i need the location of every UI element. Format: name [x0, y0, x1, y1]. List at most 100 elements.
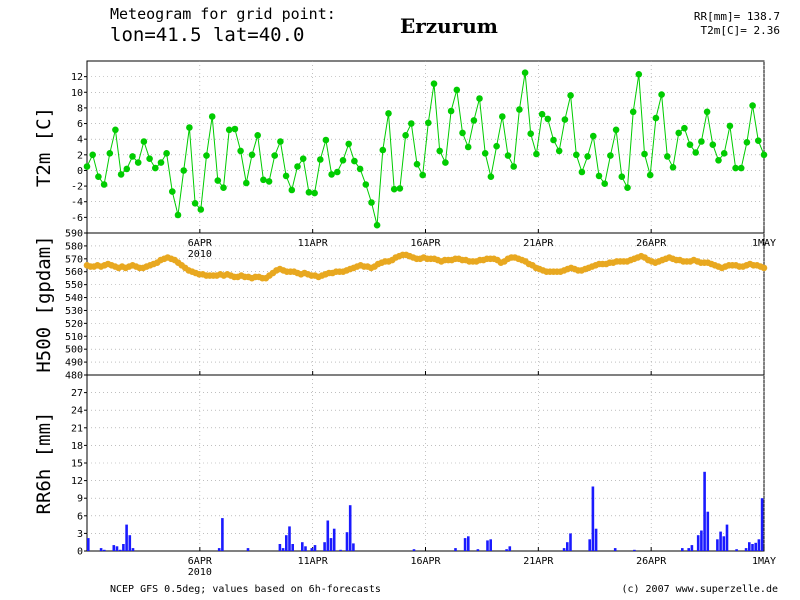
data-point [715, 157, 722, 164]
data-point [652, 114, 660, 122]
y-tick-label: 510 [65, 332, 83, 343]
data-point [123, 165, 131, 173]
y-tick-label: 18 [71, 441, 83, 452]
y-tick-label: 580 [65, 241, 83, 252]
x-tick-label: 11APR [298, 238, 329, 249]
precip-bar [122, 544, 125, 551]
precip-bar [696, 535, 700, 551]
data-point [317, 156, 324, 163]
precip-bar [681, 548, 684, 551]
data-point [538, 110, 546, 118]
x-tick-label: 26APR [636, 238, 667, 249]
data-point [726, 122, 734, 130]
y-axis-label: T2m [C] [33, 107, 55, 187]
precip-bar [703, 471, 706, 551]
precip-bar [285, 535, 288, 551]
data-point [470, 117, 478, 124]
data-point [322, 136, 330, 144]
precip-bar [352, 543, 355, 551]
data-point [106, 150, 114, 157]
y-tick-label: 27 [71, 388, 83, 399]
data-point [618, 173, 626, 180]
y-tick-label: 500 [65, 345, 83, 356]
data-point [459, 129, 466, 137]
data-point [664, 153, 671, 160]
precip-bar [725, 524, 729, 551]
data-point [550, 136, 557, 144]
data-point [288, 186, 296, 194]
y-tick-label: 12 [71, 72, 83, 83]
data-point [720, 150, 728, 157]
precip-bar [118, 549, 122, 551]
data-point [408, 120, 415, 127]
y-tick-label: 530 [65, 306, 83, 317]
data-point [584, 153, 591, 160]
precip-bar [633, 549, 636, 551]
precip-bar [246, 548, 250, 551]
y-tick-label: 480 [65, 371, 83, 382]
data-point [709, 141, 717, 148]
precip-bar [588, 539, 591, 551]
precip-bar [313, 545, 317, 551]
data-point [646, 171, 654, 179]
data-point [351, 157, 358, 165]
data-point [95, 173, 102, 180]
y-tick-label: 570 [65, 254, 83, 265]
panel-3: 27 24 21 18 15 12 9 6 3 0 RR6h [mm] 6APR 11APR 16APR 2… [33, 374, 776, 578]
precip-bar [760, 498, 764, 551]
data-point [755, 137, 762, 144]
y-tick-label: 490 [65, 358, 83, 369]
data-point [578, 168, 586, 176]
precip-bar [329, 538, 333, 551]
data-point [305, 189, 313, 196]
x-tick-label: 11APR [298, 556, 329, 567]
data-point [231, 125, 239, 133]
y-tick-label: 2 [77, 150, 83, 161]
data-point [641, 150, 648, 158]
precip-bar [594, 528, 598, 551]
y-tick-label: 550 [65, 280, 83, 291]
data-point [595, 172, 603, 180]
x-tick-label: 26APR [636, 556, 667, 567]
data-point [254, 132, 261, 139]
y-tick-label: 0 [77, 547, 83, 558]
data-point [675, 129, 682, 137]
data-point [425, 119, 432, 127]
x-tick-label: 16APR [410, 556, 441, 567]
y-tick-label: 560 [65, 267, 83, 278]
data-point [430, 80, 438, 87]
precip-bar [99, 548, 103, 551]
data-point [624, 184, 631, 191]
precip-bar [508, 546, 512, 551]
data-point [612, 126, 620, 134]
data-point [516, 106, 523, 113]
data-point [658, 91, 665, 98]
x-tick-label: 6APR [188, 556, 213, 567]
data-point [504, 152, 512, 159]
data-point [237, 147, 244, 155]
data-point [379, 146, 387, 154]
data-point [436, 147, 444, 155]
data-point [692, 149, 699, 156]
data-point [339, 157, 347, 164]
data-point [294, 163, 301, 170]
precip-bar [115, 546, 119, 551]
precip-bar [722, 536, 726, 551]
data-point [601, 180, 608, 187]
data-point [134, 159, 142, 166]
x-year-label: 2010 [188, 567, 212, 578]
rr-total: RR[mm]= 138.7 [693, 10, 780, 23]
data-point [760, 264, 768, 272]
precip-bar [278, 544, 282, 551]
y-tick-label: 540 [65, 293, 83, 304]
data-point [311, 189, 318, 197]
data-point [402, 132, 409, 139]
x-tick-label: 1MAY [752, 556, 776, 567]
precip-bar [744, 548, 748, 551]
y-tick-label: 6 [77, 119, 83, 130]
data-point [635, 71, 643, 78]
data-point [265, 178, 273, 185]
y-tick-label: -6 [71, 213, 83, 224]
data-point [567, 92, 574, 99]
x-tick-label: 6APR [188, 238, 213, 249]
